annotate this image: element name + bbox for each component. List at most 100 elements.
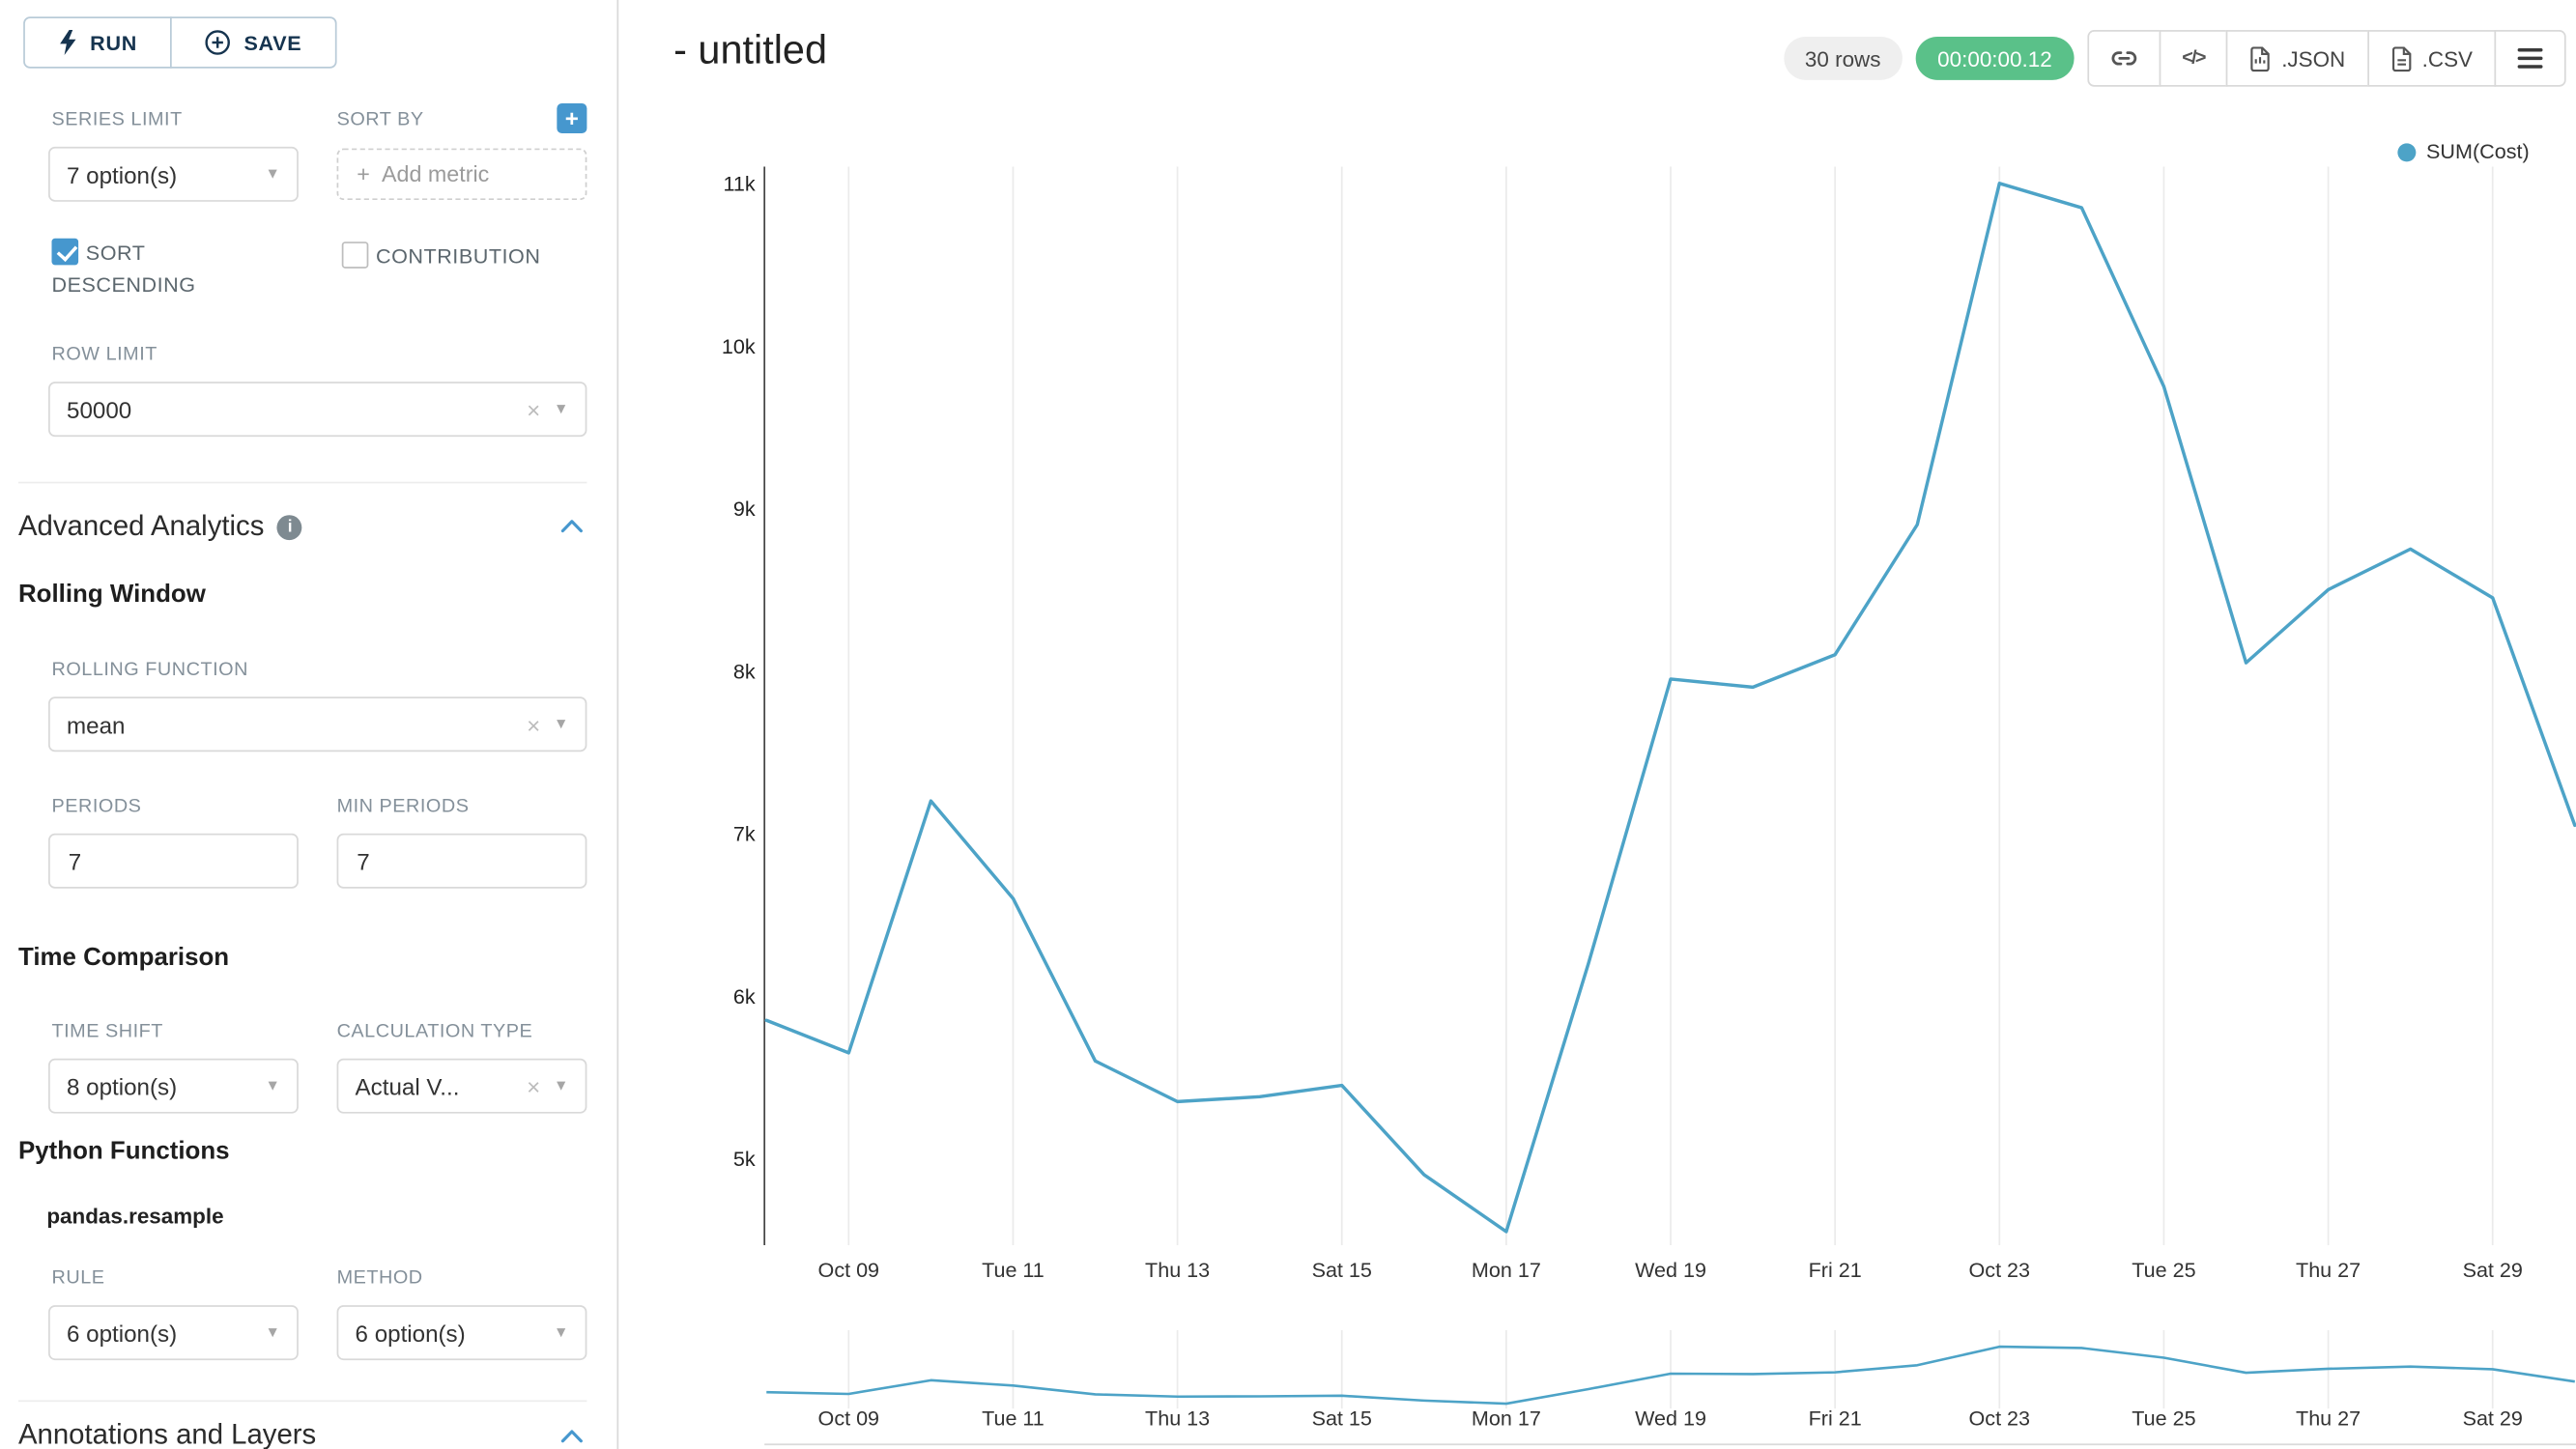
x-axis-label: Mon 17	[1472, 1258, 1541, 1282]
info-icon[interactable]: i	[277, 514, 303, 540]
legend-label: SUM(Cost)	[2426, 139, 2530, 164]
section-divider	[17, 481, 587, 484]
export-csv-button[interactable]: .CSV	[2366, 30, 2497, 87]
y-axis-label: 10k	[722, 334, 756, 358]
advanced-analytics-title: Advanced Analytics	[17, 510, 265, 542]
file-json-icon	[2250, 45, 2271, 71]
clear-icon[interactable]	[527, 398, 540, 421]
copy-link-button[interactable]	[2086, 30, 2161, 87]
annotations-header[interactable]: Annotations and Layers	[18, 1418, 316, 1449]
x-axis-label: Wed 19	[1635, 1258, 1706, 1282]
timeseries-chart: Oct 09 Oct 09 Tue 11 Tue 11 Thu 13 Thu 13 Sat …	[722, 166, 2576, 1446]
series-limit-select[interactable]: 7 option(s)	[48, 146, 299, 202]
add-metric-field[interactable]: Add metric	[336, 148, 587, 201]
mini-x-axis-label: Thu 27	[2296, 1406, 2361, 1430]
x-axis-label: Sat 15	[1312, 1258, 1372, 1282]
rolling-function-label: ROLLING FUNCTION	[51, 660, 248, 681]
chart-panel: Oct 09 Oct 09 Tue 11 Tue 11 Thu 13 Thu 13 Sat …	[618, 0, 2576, 1449]
x-axis-label: Tue 11	[982, 1258, 1045, 1282]
clear-icon[interactable]	[527, 1074, 540, 1097]
x-axis-label: Fri 21	[1809, 1258, 1862, 1282]
python-functions-title: Python Functions	[17, 1136, 230, 1166]
save-button-label: SAVE	[243, 30, 302, 55]
save-button[interactable]: SAVE	[170, 16, 337, 69]
plus-icon	[357, 161, 370, 186]
embed-code-button[interactable]: </>	[2159, 30, 2228, 87]
clear-icon[interactable]	[527, 713, 540, 736]
x-axis-label: Tue 25	[2132, 1258, 2195, 1282]
row-limit-label: ROW LIMIT	[51, 345, 157, 365]
min-periods-input[interactable]	[336, 833, 587, 889]
periods-label: PERIODS	[51, 796, 142, 817]
legend-item-sum-cost[interactable]: SUM(Cost)	[2397, 139, 2530, 164]
legend-dot	[2397, 142, 2417, 161]
time-shift-select[interactable]: 8 option(s)	[48, 1058, 299, 1114]
rolling-function-select[interactable]: mean	[48, 696, 587, 753]
chevron-down-icon	[266, 167, 280, 183]
chart-plot-area[interactable]	[764, 167, 2576, 1245]
mini-x-axis-label: Oct 09	[818, 1406, 879, 1430]
collapse-chevron-up-icon[interactable]	[560, 519, 584, 534]
chevron-down-icon	[554, 1078, 568, 1094]
mini-x-axis-label: Mon 17	[1472, 1406, 1541, 1430]
y-axis-label: 11k	[724, 172, 756, 196]
run-button[interactable]: RUN	[23, 16, 173, 69]
mini-x-axis-label: Tue 25	[2132, 1406, 2195, 1430]
calculation-type-label: CALCULATION TYPE	[336, 1021, 533, 1042]
contribution-checkbox[interactable]	[341, 242, 369, 269]
file-csv-icon	[2391, 45, 2411, 71]
x-axis-label: Sat 29	[2463, 1258, 2523, 1282]
export-csv-label: .CSV	[2421, 45, 2474, 71]
section-divider	[17, 1400, 587, 1403]
mini-chart-zoom-area[interactable]	[764, 1323, 2576, 1444]
method-select[interactable]: 6 option(s)	[336, 1305, 587, 1361]
periods-input[interactable]	[48, 833, 299, 889]
page-title: - untitled	[673, 28, 827, 73]
annotations-title: Annotations and Layers	[17, 1418, 317, 1449]
query-timer-badge: 00:00:00.12	[1915, 36, 2075, 80]
y-axis-label: 6k	[733, 984, 756, 1009]
hamburger-menu-icon	[2517, 48, 2543, 69]
method-label: METHOD	[336, 1268, 423, 1289]
export-button-group: </> .JSON .CSV	[2086, 30, 2566, 87]
add-sort-by-button[interactable]: +	[557, 102, 587, 134]
add-metric-placeholder: Add metric	[381, 161, 490, 187]
x-axis-label: Oct 23	[1969, 1258, 2030, 1282]
lightning-icon	[60, 30, 76, 55]
mini-x-axis-label: Wed 19	[1635, 1406, 1706, 1430]
sort-descending-control[interactable]: SORT DESCENDING	[51, 238, 265, 302]
export-json-label: .JSON	[2281, 45, 2346, 71]
calculation-type-select[interactable]: Actual V...	[336, 1058, 587, 1114]
rolling-window-title: Rolling Window	[17, 580, 206, 609]
control-panel-sidebar: RUN SAVE SERIES LIMIT SORT BY + 7 option…	[0, 0, 619, 1449]
advanced-analytics-header[interactable]: Advanced Analytics i	[17, 510, 303, 544]
link-icon	[2111, 51, 2136, 66]
contribution-control[interactable]: CONTRIBUTION	[341, 242, 609, 273]
row-limit-select[interactable]: 50000	[48, 382, 587, 438]
chevron-down-icon	[554, 1325, 568, 1341]
chart-menu-button[interactable]	[2494, 30, 2566, 87]
sort-by-label: SORT BY	[336, 109, 424, 130]
run-button-label: RUN	[90, 30, 138, 55]
contribution-label: CONTRIBUTION	[376, 244, 541, 269]
mini-x-axis-label: Sat 29	[2463, 1406, 2523, 1430]
sort-descending-checkbox[interactable]	[51, 238, 79, 266]
chart-header-actions: 30 rows 00:00:00.12 </> .JSON .CSV	[1783, 30, 2566, 87]
x-axis-label: Thu 27	[2296, 1258, 2361, 1282]
min-periods-label: MIN PERIODS	[336, 796, 470, 817]
export-json-button[interactable]: .JSON	[2226, 30, 2369, 87]
rule-value: 6 option(s)	[67, 1319, 178, 1347]
y-axis-label: 7k	[733, 822, 756, 846]
mini-x-axis-label: Oct 23	[1969, 1406, 2030, 1430]
row-limit-value: 50000	[67, 395, 132, 423]
time-shift-label: TIME SHIFT	[51, 1021, 163, 1042]
plus-circle-icon	[205, 30, 231, 55]
chevron-down-icon	[266, 1325, 280, 1341]
mini-x-axis-label: Sat 15	[1312, 1406, 1372, 1430]
rule-select[interactable]: 6 option(s)	[48, 1305, 299, 1361]
y-axis-label: 9k	[733, 497, 756, 521]
collapse-chevron-up-icon[interactable]	[560, 1429, 584, 1444]
code-icon: </>	[2182, 48, 2206, 69]
rule-label: RULE	[51, 1268, 105, 1289]
